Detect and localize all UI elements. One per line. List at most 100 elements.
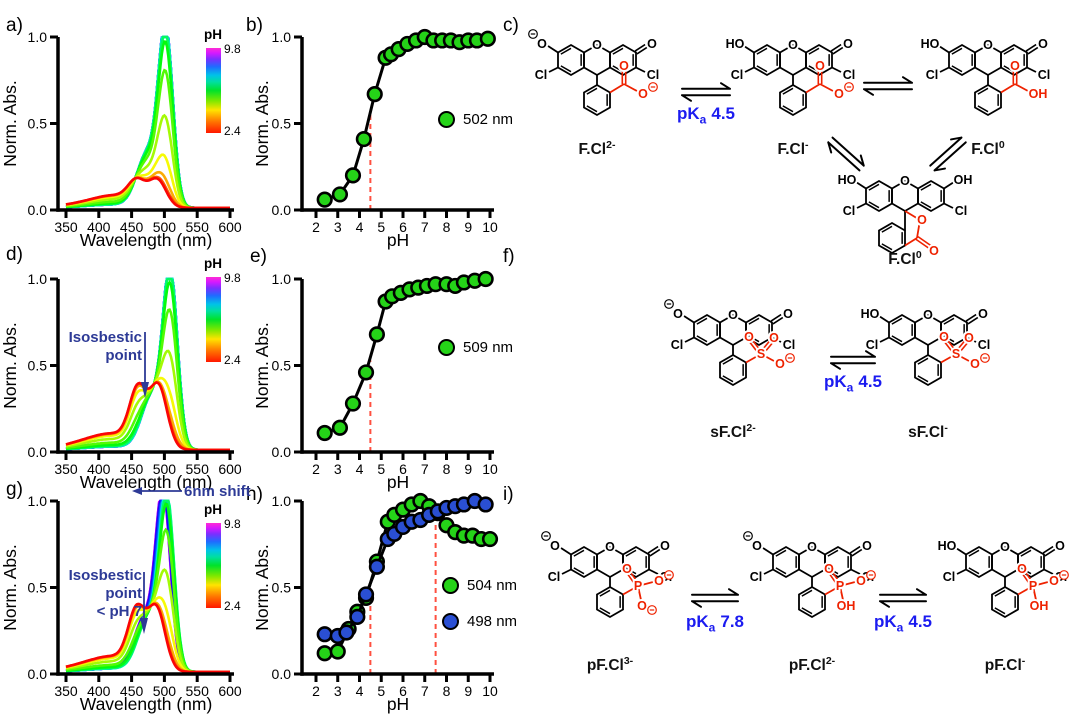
panel-label-h: h) <box>246 484 263 505</box>
svg-text:9: 9 <box>464 219 472 235</box>
svg-text:5: 5 <box>377 683 385 699</box>
svg-text:P: P <box>1029 579 1037 593</box>
panel-b-titration <box>316 28 496 210</box>
svg-text:Wavelength (nm): Wavelength (nm) <box>80 472 213 492</box>
colorbar-min: 2.4 <box>224 124 241 138</box>
molecule-label-sFCl2-: sF.Cl2- <box>710 422 756 442</box>
svg-text:Norm. Abs.: Norm. Abs. <box>252 80 272 167</box>
svg-text:O: O <box>970 357 980 371</box>
svg-text:O: O <box>815 59 825 73</box>
svg-text:0.5: 0.5 <box>272 358 292 374</box>
data-point <box>316 424 333 442</box>
svg-text:O: O <box>592 38 602 52</box>
data-point <box>338 624 355 641</box>
svg-text:1.0: 1.0 <box>28 271 48 287</box>
data-point <box>316 645 333 662</box>
data-point <box>316 191 333 208</box>
svg-text:8: 8 <box>443 683 451 699</box>
colorbar-max: 9.8 <box>224 517 241 531</box>
svg-text:6: 6 <box>399 219 407 235</box>
colorbar-min: 2.4 <box>224 599 241 613</box>
svg-text:500: 500 <box>153 683 177 699</box>
panel-label-g: g) <box>6 479 23 500</box>
svg-text:Cl: Cl <box>1038 68 1051 82</box>
svg-text:OH: OH <box>954 173 973 187</box>
svg-text:Cl: Cl <box>647 68 660 82</box>
molecule-label-pFCl3-: pF.Cl3- <box>586 655 634 675</box>
svg-text:4: 4 <box>356 461 364 477</box>
svg-text:8: 8 <box>443 461 451 477</box>
svg-text:O: O <box>807 540 817 554</box>
svg-text:0.0: 0.0 <box>28 202 48 218</box>
panel-a-axes: 350 400 450 500 550 600 0.0 0.5 1.0 Wavelength (n… <box>0 29 242 250</box>
legend-marker-blue <box>442 613 459 630</box>
svg-text:7: 7 <box>421 461 429 477</box>
svg-text:Cl: Cl <box>955 204 968 218</box>
legend-label: 502 nm <box>463 111 514 128</box>
svg-text:Norm. Abs.: Norm. Abs. <box>252 322 272 409</box>
svg-text:7: 7 <box>421 683 429 699</box>
svg-text:550: 550 <box>186 461 210 477</box>
annotation-arrows <box>132 332 182 634</box>
svg-text:9: 9 <box>464 683 472 699</box>
data-point <box>479 30 496 47</box>
molecule-structure-3: HO OH Cl Cl O O O <box>836 171 975 260</box>
annotation-isosbestic-d: Isosbestic point <box>54 329 142 365</box>
legend-marker-green <box>442 577 459 594</box>
legend-e: 509 nm <box>438 339 513 356</box>
svg-text:Norm. Abs.: Norm. Abs. <box>0 544 20 631</box>
data-point <box>357 364 375 381</box>
data-point <box>366 85 383 103</box>
panel-g-spectrum <box>65 499 230 674</box>
spectrum-curve-pH-2.4 <box>65 602 230 674</box>
svg-text:S: S <box>757 347 765 361</box>
svg-text:10: 10 <box>482 461 498 477</box>
svg-text:S: S <box>952 347 960 361</box>
svg-text:O: O <box>929 244 939 258</box>
svg-text:HO: HO <box>726 37 745 51</box>
svg-text:Cl: Cl <box>535 68 548 82</box>
svg-text:OH: OH <box>1029 87 1048 101</box>
svg-text:pH: pH <box>387 472 409 492</box>
colorbar-d <box>206 277 221 362</box>
svg-text:450: 450 <box>120 461 144 477</box>
svg-text:600: 600 <box>218 461 242 477</box>
svg-text:O: O <box>1010 59 1020 73</box>
colorbar-a <box>206 48 221 133</box>
svg-text:5: 5 <box>377 219 385 235</box>
spectrum-curve-pH-2.4 <box>65 176 230 210</box>
svg-text:O: O <box>900 174 910 188</box>
svg-text:1.0: 1.0 <box>28 493 48 509</box>
equilibrium-arrow-1 <box>863 76 913 96</box>
svg-text:1.0: 1.0 <box>272 29 292 45</box>
svg-text:0.0: 0.0 <box>272 202 292 218</box>
svg-text:Wavelength (nm): Wavelength (nm) <box>80 230 213 250</box>
annotation-isosbestic-g: Isosbestic point < pH 7 <box>54 567 142 621</box>
svg-text:O: O <box>752 539 762 553</box>
data-point <box>344 167 362 184</box>
svg-text:O: O <box>917 213 927 227</box>
svg-text:P: P <box>836 579 844 593</box>
molecule-label-pFCl-: pF.Cl- <box>984 655 1026 675</box>
svg-text:Cl: Cl <box>731 68 744 82</box>
svg-text:O: O <box>654 574 664 588</box>
svg-text:Cl: Cl <box>926 68 939 82</box>
annotation-text: point <box>105 347 142 364</box>
svg-text:O: O <box>1017 562 1027 576</box>
svg-text:HO: HO <box>938 539 957 553</box>
svg-text:O: O <box>783 307 793 321</box>
panel-label-b: b) <box>246 15 263 36</box>
svg-text:O: O <box>964 331 974 345</box>
pka-label-i1: pKa 7.8 <box>686 612 744 635</box>
svg-text:600: 600 <box>218 683 242 699</box>
svg-text:400: 400 <box>87 683 111 699</box>
svg-text:O: O <box>550 539 560 553</box>
svg-text:O: O <box>862 539 872 553</box>
svg-text:1.0: 1.0 <box>272 271 292 287</box>
data-point <box>368 326 386 343</box>
svg-text:pH: pH <box>387 230 409 250</box>
data-point <box>355 130 372 148</box>
